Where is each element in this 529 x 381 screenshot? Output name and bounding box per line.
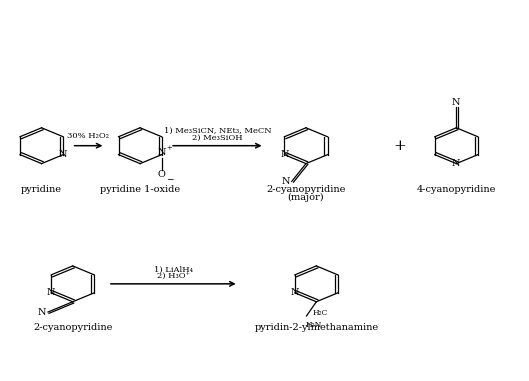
Text: 1) LiAlH₄: 1) LiAlH₄: [154, 266, 193, 274]
Text: N: N: [452, 98, 461, 107]
Text: O: O: [158, 170, 166, 179]
Text: pyridine 1-oxide: pyridine 1-oxide: [100, 185, 180, 194]
Text: +: +: [166, 144, 172, 152]
Text: 2) Me₃SiOH: 2) Me₃SiOH: [192, 134, 243, 142]
Text: 2) H₃O⁺: 2) H₃O⁺: [157, 272, 190, 280]
Text: H₂C: H₂C: [312, 309, 327, 317]
Text: pyridine: pyridine: [21, 185, 62, 194]
Text: N: N: [280, 150, 289, 159]
Text: N: N: [281, 177, 290, 186]
Text: pyridin-2-ylmethanamine: pyridin-2-ylmethanamine: [254, 323, 378, 332]
Text: 30% H₂O₂: 30% H₂O₂: [68, 132, 110, 140]
Text: N: N: [290, 288, 299, 297]
Text: N: N: [59, 150, 67, 159]
Text: N: N: [158, 148, 166, 157]
Text: N: N: [47, 288, 56, 297]
Text: 2-cyanopyridine: 2-cyanopyridine: [33, 323, 112, 332]
Text: (major): (major): [288, 193, 324, 202]
Text: −: −: [166, 174, 174, 183]
Text: 1) Me₃SiCN, NEt₃, MeCN: 1) Me₃SiCN, NEt₃, MeCN: [163, 127, 271, 135]
Text: +: +: [393, 139, 406, 153]
Text: N: N: [452, 159, 461, 168]
Text: 2-cyanopyridine: 2-cyanopyridine: [266, 185, 345, 194]
Text: 4-cyanopyridine: 4-cyanopyridine: [417, 185, 496, 194]
Text: H₂N: H₂N: [305, 321, 322, 329]
Text: N: N: [38, 307, 46, 317]
